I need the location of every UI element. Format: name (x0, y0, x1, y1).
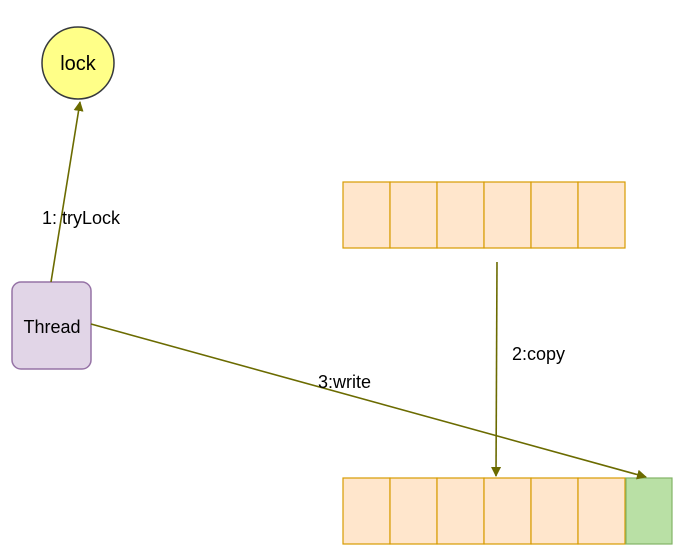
source-array-cell-5 (530, 181, 579, 249)
source-array (342, 181, 626, 249)
source-array-cell-4 (483, 181, 532, 249)
copy-label: 2:copy (512, 344, 565, 364)
write-label: 3:write (318, 372, 371, 392)
source-array-cell-1 (342, 181, 391, 249)
target-array-cell-3 (436, 477, 485, 545)
source-array-cell-6 (577, 181, 626, 249)
write-arrow (90, 323, 647, 480)
thread-label: Thread (23, 317, 80, 337)
new-element-cell (625, 477, 673, 545)
copy-arrow (491, 261, 502, 477)
source-array-cell-2 (389, 181, 438, 249)
target-array (342, 477, 626, 545)
try-lock-arrow (50, 101, 84, 283)
target-array-cell-4 (483, 477, 532, 545)
try-lock-label: 1: tryLock (42, 208, 121, 228)
target-array-cell-1 (342, 477, 391, 545)
lock-label: lock (60, 53, 97, 75)
source-array-cell-3 (436, 181, 485, 249)
target-array-cell-6 (577, 477, 626, 545)
target-array-cell-2 (389, 477, 438, 545)
lock-node (41, 26, 115, 100)
target-array-cell-5 (530, 477, 579, 545)
